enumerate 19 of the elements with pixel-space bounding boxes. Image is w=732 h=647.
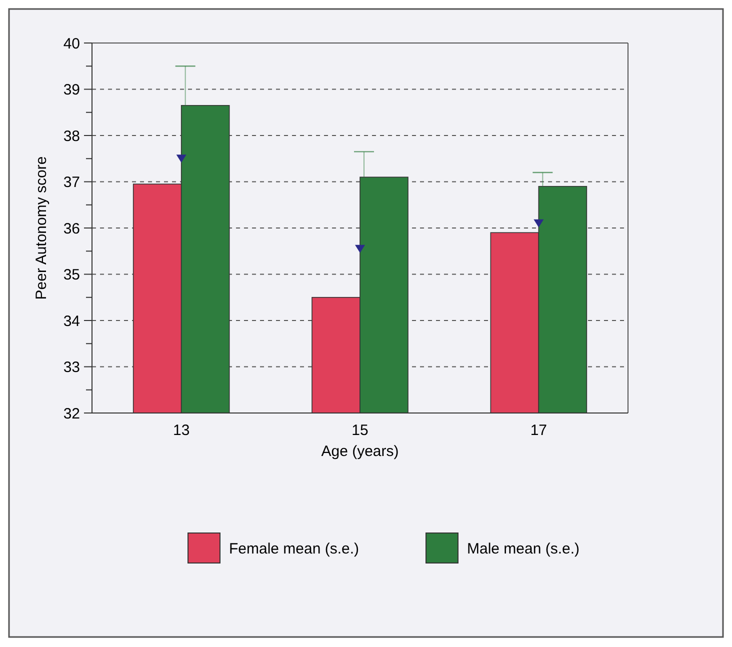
x-tick-label: 15 bbox=[352, 422, 368, 439]
x-tick-label: 13 bbox=[172, 422, 190, 439]
legend-label: Female mean (s.e.) bbox=[229, 540, 360, 558]
point bbox=[534, 219, 544, 228]
y-tick-label: 33 bbox=[63, 359, 80, 376]
legend-label: Male mean (s.e.) bbox=[467, 540, 580, 558]
x-tick-label: 17 bbox=[530, 422, 548, 439]
y-tick-label: 40 bbox=[63, 35, 80, 52]
y-tick-label: 38 bbox=[63, 128, 80, 145]
y-tick-label: 32 bbox=[63, 405, 80, 422]
x-axis-title: Age (years) bbox=[321, 443, 399, 460]
y-tick-label: 37 bbox=[63, 174, 80, 191]
y-tick-label: 35 bbox=[63, 266, 80, 284]
y-tick-label: 39 bbox=[63, 82, 80, 98]
y-axis-title: Peer Autonomy score bbox=[33, 156, 50, 300]
point bbox=[355, 244, 365, 253]
y-tick-label: 36 bbox=[63, 220, 80, 238]
point bbox=[176, 154, 186, 163]
y-tick-label: 34 bbox=[63, 312, 80, 330]
